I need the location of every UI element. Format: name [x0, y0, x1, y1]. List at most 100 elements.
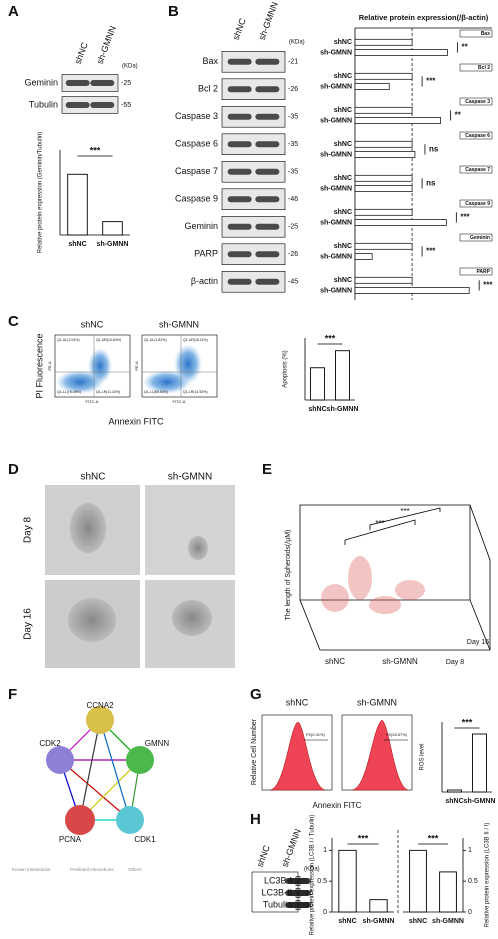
row-label: Bcl 2 [198, 84, 218, 94]
gate-label: P2(0.31%) [306, 732, 326, 737]
bar [354, 208, 413, 216]
category-label: sh-GMNN [320, 151, 352, 158]
band [227, 278, 252, 285]
axis-label: FITC-A [173, 399, 186, 404]
group-header-box [459, 233, 493, 242]
bar [354, 151, 416, 158]
band [286, 902, 311, 908]
kda-label: -26 [288, 251, 298, 258]
bar [335, 350, 350, 401]
blot-band [221, 78, 286, 101]
sample-title: sh-GMNN [159, 319, 199, 329]
spheroid-images [45, 485, 235, 668]
sample-title: sh-GMNN [357, 697, 397, 707]
x-tick-label: sh-GMNN [97, 241, 129, 248]
band [227, 113, 252, 120]
blot-band [61, 74, 119, 92]
sig-label: *** [90, 145, 101, 155]
group-header-box [459, 97, 493, 106]
blot-band [221, 216, 286, 238]
sig-label: ** [455, 110, 462, 119]
quadrant-label: Q1-UL(1.82%) [144, 338, 167, 342]
sig-label: ns [426, 178, 436, 187]
kda-label: -45 [288, 279, 298, 286]
row-label: Geminin [184, 221, 218, 231]
y-tick-label: 0 [468, 909, 472, 916]
bar [354, 117, 441, 124]
x-tick-label: sh-GMNN [327, 406, 359, 413]
flow-plot [54, 334, 218, 398]
sig-label: *** [428, 833, 439, 843]
y-tick-label: 0.5 [468, 878, 478, 885]
blot-band [61, 96, 119, 114]
band [255, 168, 280, 175]
row-label: Caspase 3 [175, 111, 218, 121]
panel-label: A [8, 3, 19, 20]
quadrant-label: Q1-LR(14.53%) [183, 390, 208, 394]
blot-band [221, 50, 286, 73]
panel-label: D [8, 461, 19, 478]
y-axis-label: Apoptosis (%) [283, 350, 289, 387]
sig-label: ns [429, 144, 439, 153]
panel-label: E [262, 461, 272, 478]
blot-band [221, 106, 286, 128]
node-label: GMNN [145, 739, 170, 748]
x-tick-label: shNC [445, 798, 463, 805]
group-label: Caspase 7 [465, 167, 490, 173]
lane-label: shNC [255, 843, 272, 868]
column-label: sh-GMNN [168, 472, 212, 483]
row-label: Bax [202, 56, 218, 66]
bar [354, 287, 470, 294]
y-tick-label: 1 [468, 847, 472, 854]
x-tick-label: shNC [308, 406, 326, 413]
row-label: Day 8 [23, 517, 34, 544]
group-header-box [459, 165, 493, 174]
band [255, 113, 280, 120]
bar [354, 242, 413, 250]
node-label: CDK1 [134, 835, 156, 844]
band [227, 58, 252, 65]
kda-label: -26 [288, 86, 298, 93]
category-label: shNC [334, 209, 352, 216]
blot-band [221, 270, 286, 293]
group-label: Bax [481, 31, 490, 37]
bar [354, 253, 373, 260]
quadrant-label: Q1-UL(2.04%) [57, 338, 80, 342]
sig-bracket [344, 507, 441, 545]
category-label: shNC [334, 243, 352, 250]
band [255, 58, 280, 65]
blot-band [221, 161, 286, 183]
row-label: LC3B-II [261, 887, 292, 897]
band [255, 223, 280, 230]
plot-3d [299, 504, 491, 651]
axis-label: PE-A [134, 361, 139, 371]
y-tick-label: 0 [323, 909, 327, 916]
blot-band [221, 188, 286, 211]
category-label: shNC [334, 141, 352, 148]
sig-label: ** [461, 42, 468, 51]
band [255, 86, 280, 93]
row-label: Geminin [24, 77, 58, 87]
category-label: sh-GMNN [320, 49, 352, 56]
bar [354, 83, 390, 90]
band [90, 80, 115, 86]
group-header-box [459, 131, 493, 140]
lane-label: sh-GMNN [95, 24, 118, 65]
sig-label: *** [375, 519, 384, 528]
network [46, 706, 154, 835]
panel-label: F [8, 686, 17, 703]
kda-label: -25 [288, 224, 298, 231]
chart-title: Relative protein expression(/β-actin) [359, 13, 489, 22]
row-label: Tubulin [263, 899, 292, 909]
bar [354, 174, 413, 182]
y-axis-label: Relative protein expression (LC3B II / I… [485, 823, 491, 928]
kda-label: -25 [121, 80, 131, 87]
bar [354, 38, 413, 46]
band [255, 251, 280, 258]
kda-label: -35 [288, 141, 298, 148]
group-header-box [459, 29, 493, 38]
row-label: PARP [194, 249, 218, 259]
x-tick-label: shNC [68, 241, 86, 248]
kda-label: -55 [121, 102, 131, 109]
